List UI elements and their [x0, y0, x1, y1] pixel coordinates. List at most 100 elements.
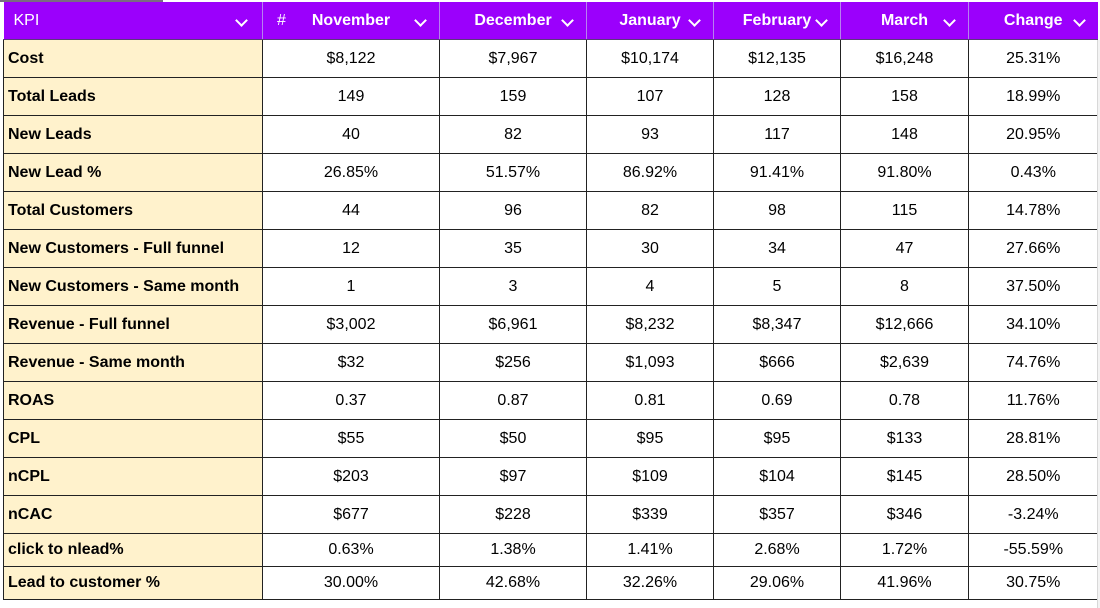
cell-change[interactable]: 18.99%	[968, 77, 1098, 116]
cell-february[interactable]: 128	[713, 77, 841, 116]
cell-december[interactable]: $6,961	[439, 305, 587, 344]
cell-march[interactable]: 47	[840, 229, 969, 268]
cell-december[interactable]: 1.38%	[439, 533, 587, 567]
cell-march[interactable]: 158	[840, 77, 969, 116]
cell-march[interactable]: 115	[840, 191, 969, 230]
cell-december[interactable]: $228	[439, 495, 587, 534]
cell-november[interactable]: 0.37	[262, 381, 440, 420]
cell-february[interactable]: 98	[713, 191, 841, 230]
cell-march[interactable]: 91.80%	[840, 153, 969, 192]
cell-november[interactable]: $3,002	[262, 305, 440, 344]
column-header-january[interactable]: January	[586, 2, 714, 40]
row-label-cell[interactable]: Lead to customer %	[3, 566, 263, 600]
cell-january[interactable]: 4	[586, 267, 714, 306]
cell-december[interactable]: 3	[439, 267, 587, 306]
cell-march[interactable]: $133	[840, 419, 969, 458]
cell-january[interactable]: $95	[586, 419, 714, 458]
column-header-change[interactable]: Change	[968, 2, 1098, 40]
cell-february[interactable]: $12,135	[713, 39, 841, 78]
cell-march[interactable]: $145	[840, 457, 969, 496]
chevron-down-icon[interactable]	[943, 14, 956, 27]
cell-november[interactable]: $677	[262, 495, 440, 534]
chevron-down-icon[interactable]	[414, 14, 427, 27]
cell-december[interactable]: $50	[439, 419, 587, 458]
cell-change[interactable]: 25.31%	[968, 39, 1098, 78]
cell-march[interactable]: $16,248	[840, 39, 969, 78]
cell-change[interactable]: 11.76%	[968, 381, 1098, 420]
cell-december[interactable]: $97	[439, 457, 587, 496]
cell-november[interactable]: 1	[262, 267, 440, 306]
column-header-december[interactable]: December	[439, 2, 587, 40]
cell-change[interactable]: 74.76%	[968, 343, 1098, 382]
cell-february[interactable]: 91.41%	[713, 153, 841, 192]
cell-december[interactable]: $256	[439, 343, 587, 382]
cell-march[interactable]: 0.78	[840, 381, 969, 420]
cell-change[interactable]: 28.81%	[968, 419, 1098, 458]
cell-november[interactable]: 149	[262, 77, 440, 116]
cell-february[interactable]: 0.69	[713, 381, 841, 420]
cell-february[interactable]: $8,347	[713, 305, 841, 344]
cell-january[interactable]: 0.81	[586, 381, 714, 420]
chevron-down-icon[interactable]	[1072, 14, 1086, 27]
cell-march[interactable]: $2,639	[840, 343, 969, 382]
row-label-cell[interactable]: New Lead %	[3, 153, 263, 192]
cell-november[interactable]: $203	[262, 457, 440, 496]
cell-january[interactable]: 32.26%	[586, 566, 714, 600]
chevron-down-icon[interactable]	[688, 14, 701, 27]
cell-january[interactable]: 1.41%	[586, 533, 714, 567]
cell-november[interactable]: $8,122	[262, 39, 440, 78]
cell-february[interactable]: 34	[713, 229, 841, 268]
row-label-cell[interactable]: New Customers - Same month	[3, 267, 263, 306]
column-header-february[interactable]: February	[713, 2, 841, 40]
column-header-kpi[interactable]: KPI	[3, 2, 263, 40]
cell-january[interactable]: 82	[586, 191, 714, 230]
cell-february[interactable]: 5	[713, 267, 841, 306]
cell-march[interactable]: $346	[840, 495, 969, 534]
cell-january[interactable]: 86.92%	[586, 153, 714, 192]
chevron-down-icon[interactable]	[561, 14, 574, 27]
cell-november[interactable]: 30.00%	[262, 566, 440, 600]
row-label-cell[interactable]: Total Customers	[3, 191, 263, 230]
scrollbar-gutter[interactable]	[1097, 40, 1100, 608]
cell-march[interactable]: $12,666	[840, 305, 969, 344]
cell-january[interactable]: 107	[586, 77, 714, 116]
cell-february[interactable]: $95	[713, 419, 841, 458]
cell-january[interactable]: 30	[586, 229, 714, 268]
cell-january[interactable]: 93	[586, 115, 714, 154]
cell-november[interactable]: $32	[262, 343, 440, 382]
cell-february[interactable]: $357	[713, 495, 841, 534]
cell-january[interactable]: $339	[586, 495, 714, 534]
column-header-march[interactable]: March	[840, 2, 969, 40]
chevron-down-icon[interactable]	[815, 14, 828, 27]
row-label-cell[interactable]: Total Leads	[3, 77, 263, 116]
cell-january[interactable]: $8,232	[586, 305, 714, 344]
row-label-cell[interactable]: ROAS	[3, 381, 263, 420]
cell-change[interactable]: 27.66%	[968, 229, 1098, 268]
row-label-cell[interactable]: click to nlead%	[3, 533, 263, 567]
cell-change[interactable]: 37.50%	[968, 267, 1098, 306]
cell-march[interactable]: 8	[840, 267, 969, 306]
cell-december[interactable]: 96	[439, 191, 587, 230]
cell-november[interactable]: 44	[262, 191, 440, 230]
cell-change[interactable]: 20.95%	[968, 115, 1098, 154]
row-label-cell[interactable]: Revenue - Full funnel	[3, 305, 263, 344]
cell-december[interactable]: $7,967	[439, 39, 587, 78]
cell-january[interactable]: $1,093	[586, 343, 714, 382]
cell-december[interactable]: 35	[439, 229, 587, 268]
cell-february[interactable]: 117	[713, 115, 841, 154]
cell-december[interactable]: 0.87	[439, 381, 587, 420]
cell-change[interactable]: 30.75%	[968, 566, 1098, 600]
chevron-down-icon[interactable]	[235, 14, 248, 27]
cell-december[interactable]: 82	[439, 115, 587, 154]
cell-change[interactable]: 0.43%	[968, 153, 1098, 192]
cell-february[interactable]: $666	[713, 343, 841, 382]
cell-february[interactable]: 29.06%	[713, 566, 841, 600]
cell-november[interactable]: 0.63%	[262, 533, 440, 567]
row-label-cell[interactable]: New Leads	[3, 115, 263, 154]
row-label-cell[interactable]: CPL	[3, 419, 263, 458]
column-header-november[interactable]: # November	[262, 2, 440, 40]
cell-december[interactable]: 159	[439, 77, 587, 116]
row-label-cell[interactable]: New Customers - Full funnel	[3, 229, 263, 268]
cell-december[interactable]: 51.57%	[439, 153, 587, 192]
cell-change[interactable]: 34.10%	[968, 305, 1098, 344]
